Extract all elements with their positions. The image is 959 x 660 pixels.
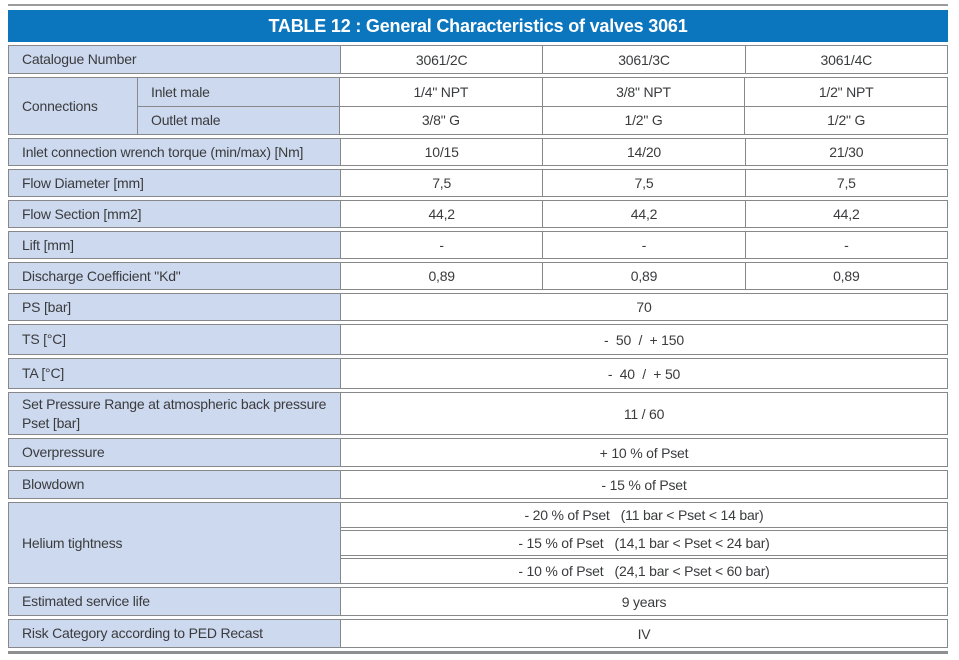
value-catalogue-4c: 3061/4C xyxy=(744,46,947,73)
label-outlet-male: Outlet male xyxy=(138,106,340,134)
label-flow-section: Flow Section [mm2] xyxy=(9,201,341,227)
row-risk-category: Risk Category according to PED Recast IV xyxy=(8,619,948,648)
value-torque-2c: 10/15 xyxy=(424,144,459,160)
row-ta: TA [°C] - 40 / + 50 xyxy=(8,358,948,389)
table-title-bar: TABLE 12 : General Characteristics of va… xyxy=(8,10,948,42)
value-kd-3c: 0,89 xyxy=(542,263,744,289)
label-helium-tightness: Helium tightness xyxy=(9,503,341,583)
row-lift: Lift [mm] - - - xyxy=(8,231,948,259)
value-flow-section-2c: 44,2 xyxy=(428,206,455,222)
row-ts: TS [°C] - 50 / + 150 xyxy=(8,324,948,355)
row-connections: Connections Inlet male 1/4" NPT 3/8" NPT… xyxy=(8,77,948,135)
value-helium-15pct: - 15 % of Pset (14,1 bar < Pset < 24 bar… xyxy=(518,535,770,551)
label-service-life: Estimated service life xyxy=(9,588,341,615)
row-wrench-torque: Inlet connection wrench torque (min/max)… xyxy=(8,138,948,166)
row-set-pressure-range: Set Pressure Range at atmospheric back p… xyxy=(8,392,948,435)
value-outlet-3c: 1/2" G xyxy=(541,106,745,134)
row-inlet-male: Inlet male 1/4" NPT 3/8" NPT 1/2" NPT xyxy=(138,78,947,106)
value-lift-3c: - xyxy=(542,232,744,258)
value-flow-section-3c: 44,2 xyxy=(542,201,744,227)
label-blowdown: Blowdown xyxy=(9,471,341,498)
label-ts: TS [°C] xyxy=(9,325,341,354)
value-flow-diameter-4c: 7,5 xyxy=(744,170,947,196)
label-discharge-coefficient: Discharge Coefficient "Kd" xyxy=(9,263,341,289)
label-overpressure: Overpressure xyxy=(9,439,341,466)
value-overpressure: + 10 % of Pset xyxy=(599,444,689,461)
top-rule xyxy=(8,4,948,6)
value-kd-2c: 0,89 xyxy=(428,268,455,284)
row-helium-tightness: Helium tightness - 20 % of Pset (11 bar … xyxy=(8,502,948,584)
value-service-life: 9 years xyxy=(621,593,667,610)
value-lift-4c: - xyxy=(744,232,947,258)
row-flow-section: Flow Section [mm2] 44,2 44,2 44,2 xyxy=(8,200,948,228)
value-outlet-4c: 1/2" G xyxy=(744,106,947,134)
value-kd-4c: 0,89 xyxy=(744,263,947,289)
characteristics-table: TABLE 12 : General Characteristics of va… xyxy=(8,10,948,648)
value-flow-diameter-2c: 7,5 xyxy=(432,175,452,191)
label-wrench-torque: Inlet connection wrench torque (min/max)… xyxy=(9,139,341,165)
row-outlet-male: Outlet male 3/8" G 1/2" G 1/2" G xyxy=(138,105,947,134)
row-ps: PS [bar] 70 xyxy=(8,293,948,321)
value-risk-category: IV xyxy=(637,625,651,642)
value-helium-10pct: - 10 % of Pset (24,1 bar < Pset < 60 bar… xyxy=(518,563,770,579)
value-torque-4c: 21/30 xyxy=(744,139,947,165)
value-ps: 70 xyxy=(636,299,652,315)
label-set-pressure-range: Set Pressure Range at atmospheric back p… xyxy=(9,393,341,434)
value-catalogue-3c: 3061/3C xyxy=(542,46,744,73)
value-inlet-2c: 1/4" NPT xyxy=(413,83,469,100)
value-flow-diameter-3c: 7,5 xyxy=(542,170,744,196)
label-catalogue-number: Catalogue Number xyxy=(9,46,341,73)
value-lift-2c: - xyxy=(439,237,444,253)
row-flow-diameter: Flow Diameter [mm] 7,5 7,5 7,5 xyxy=(8,169,948,197)
label-connections: Connections xyxy=(9,78,138,134)
row-discharge-coefficient: Discharge Coefficient "Kd" 0,89 0,89 0,8… xyxy=(8,262,948,290)
row-service-life: Estimated service life 9 years xyxy=(8,587,948,616)
value-inlet-3c: 3/8" NPT xyxy=(541,78,745,106)
bottom-rule xyxy=(8,651,948,654)
helium-separator xyxy=(341,527,947,531)
label-flow-diameter: Flow Diameter [mm] xyxy=(9,170,341,196)
label-inlet-male: Inlet male xyxy=(138,78,340,106)
value-helium-20pct: - 20 % of Pset (11 bar < Pset < 14 bar) xyxy=(524,507,764,523)
value-inlet-4c: 1/2" NPT xyxy=(744,78,947,106)
value-set-pressure-range: 11 / 60 xyxy=(623,405,665,422)
value-blowdown: - 15 % of Pset xyxy=(601,476,687,493)
row-catalogue-number: Catalogue Number 3061/2C 3061/3C 3061/4C xyxy=(8,45,948,74)
label-ta: TA [°C] xyxy=(9,359,341,388)
value-torque-3c: 14/20 xyxy=(542,139,744,165)
value-outlet-2c: 3/8" G xyxy=(421,112,460,129)
table-title: TABLE 12 : General Characteristics of va… xyxy=(268,15,688,36)
value-flow-section-4c: 44,2 xyxy=(744,201,947,227)
label-lift: Lift [mm] xyxy=(9,232,341,258)
helium-separator xyxy=(341,555,947,559)
value-ts: - 50 / + 150 xyxy=(604,331,684,348)
row-overpressure: Overpressure + 10 % of Pset xyxy=(8,438,948,467)
value-ta: - 40 / + 50 xyxy=(607,365,681,382)
label-ps: PS [bar] xyxy=(9,294,341,320)
value-catalogue-2c: 3061/2C xyxy=(415,51,468,68)
label-risk-category: Risk Category according to PED Recast xyxy=(9,620,341,647)
row-blowdown: Blowdown - 15 % of Pset xyxy=(8,470,948,499)
